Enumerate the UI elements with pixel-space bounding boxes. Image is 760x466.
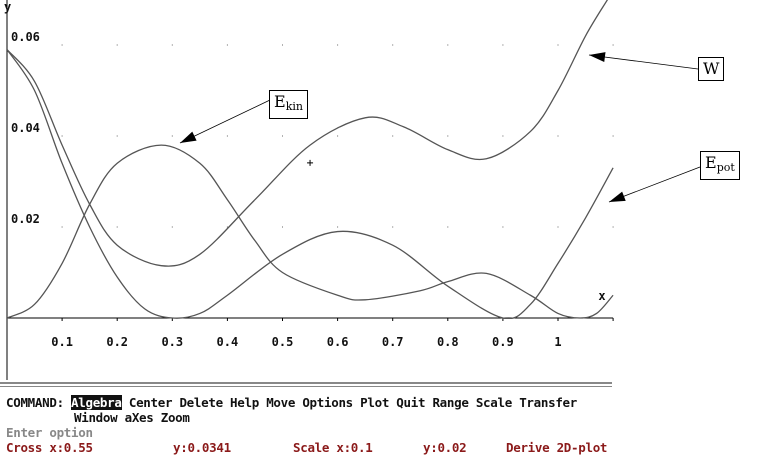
status-cross-y: y:0.0341 xyxy=(173,440,231,455)
plot-area[interactable]: 0.1 0.2 0.3 0.4 0.5 0.6 0.7 0.8 0.9 1 0.02 0.04 0.06… xyxy=(0,0,760,380)
prompt-text: Enter option xyxy=(6,425,93,440)
x-tick-label: 0.6 xyxy=(327,335,349,349)
grid-dot xyxy=(282,226,283,228)
x-tick-label: 0.4 xyxy=(217,335,239,349)
grid-dot xyxy=(447,135,449,137)
menu-item-algebra[interactable]: Algebra xyxy=(71,395,122,410)
x-tick-label: 0.9 xyxy=(492,335,514,349)
grid-dot xyxy=(61,44,63,46)
x-tick-label: 0.1 xyxy=(51,335,73,349)
menu-item-window[interactable]: Window xyxy=(74,410,118,425)
status-cross-x: Cross x:0.55 xyxy=(6,440,93,455)
separator xyxy=(0,382,612,384)
menu-item-delete[interactable]: Delete xyxy=(179,395,223,410)
command-prefix: COMMAND: xyxy=(6,395,72,410)
grid-dot xyxy=(447,226,449,228)
annotation-epot-sub: pot xyxy=(716,161,735,174)
y-tick-label: 0.02 xyxy=(11,212,40,226)
menu-item-transfer[interactable]: Transfer xyxy=(519,395,577,410)
y-tick-label: 0.06 xyxy=(11,30,40,44)
grid-dot xyxy=(612,135,614,137)
menu-item-quit[interactable]: Quit xyxy=(396,395,426,410)
arrow-epot-line xyxy=(608,166,701,203)
y-tick-label: 0.04 xyxy=(11,121,40,135)
grid-dot xyxy=(116,135,118,137)
grid-dot xyxy=(392,135,394,137)
status-mode: Derive 2D-plot xyxy=(506,440,608,455)
grid-dot xyxy=(612,44,614,46)
grid-dot xyxy=(226,226,228,228)
grid-dot xyxy=(392,44,394,46)
curve-w xyxy=(7,0,609,267)
x-axis-label: x xyxy=(598,289,605,303)
cross-cursor-icon[interactable] xyxy=(307,159,314,166)
grid-dot xyxy=(557,135,559,137)
status-scale-y: y:0.02 xyxy=(423,440,467,455)
command-menu-row2: Window aXes Zoom xyxy=(74,410,190,425)
grid-dot xyxy=(282,135,283,137)
x-tick-label: 1 xyxy=(554,335,561,349)
curve-ekin xyxy=(7,144,614,319)
grid-dot xyxy=(447,44,449,46)
grid-dot xyxy=(557,44,559,46)
arrow-ekin-head-icon xyxy=(180,131,197,143)
arrow-w-line xyxy=(588,54,699,70)
grid-dot xyxy=(171,44,173,46)
menu-item-scale[interactable]: Scale xyxy=(475,395,512,410)
grid-dot xyxy=(61,135,63,137)
x-tick-label: 0.2 xyxy=(106,335,128,349)
x-tick-label: 0.5 xyxy=(272,335,294,349)
grid-dot xyxy=(226,135,228,137)
grid-dot xyxy=(502,135,504,137)
arrow-ekin-line xyxy=(179,99,271,144)
grid-dot xyxy=(502,226,504,228)
y-axis-label: y xyxy=(4,0,11,14)
annotation-w: W xyxy=(698,57,725,81)
grid-dot xyxy=(337,135,339,137)
menu-item-options[interactable]: Options xyxy=(302,395,353,410)
grid-dot xyxy=(61,226,63,228)
annotation-ekin-base: E xyxy=(274,92,286,111)
menu-item-plot[interactable]: Plot xyxy=(360,395,390,410)
curve-epot xyxy=(7,49,614,319)
grid-dot xyxy=(171,135,173,137)
menu-item-axes[interactable]: aXes xyxy=(124,410,154,425)
grid-dot xyxy=(116,226,118,228)
command-menu: COMMAND: Algebra Center Delete Help Move… xyxy=(6,395,577,410)
status-scale-x: Scale x:0.1 xyxy=(293,440,373,455)
grid-dot xyxy=(226,44,228,46)
x-tick-label: 0.3 xyxy=(161,335,183,349)
separator xyxy=(0,386,612,387)
annotation-w-label: W xyxy=(703,59,720,78)
status-bar: Cross x:0.55 y:0.0341 Scale x:0.1 y:0.02… xyxy=(6,440,626,456)
x-tick-label: 0.7 xyxy=(382,335,404,349)
x-tick-label: 0.8 xyxy=(437,335,459,349)
menu-item-move[interactable]: Move xyxy=(266,395,296,410)
grid-dot xyxy=(502,44,504,46)
grid-dot xyxy=(392,226,394,228)
annotation-ekin-sub: kin xyxy=(285,100,303,113)
grid-dot xyxy=(171,226,173,228)
arrow-epot-head-icon xyxy=(609,191,626,202)
grid-dot xyxy=(116,44,118,46)
annotation-epot-base: E xyxy=(705,153,717,172)
annotation-epot: Epot xyxy=(700,151,740,180)
grid-dot xyxy=(557,226,559,228)
arrow-w-head-icon xyxy=(589,52,606,62)
grid-dot xyxy=(282,44,283,46)
menu-item-help[interactable]: Help xyxy=(230,395,259,410)
menu-item-zoom[interactable]: Zoom xyxy=(160,410,190,425)
menu-item-range[interactable]: Range xyxy=(432,395,469,410)
grid-dot xyxy=(337,226,339,228)
annotation-ekin: Ekin xyxy=(269,90,308,119)
grid-dot xyxy=(612,226,614,228)
grid-dot xyxy=(337,44,339,46)
menu-item-center[interactable]: Center xyxy=(128,395,173,410)
